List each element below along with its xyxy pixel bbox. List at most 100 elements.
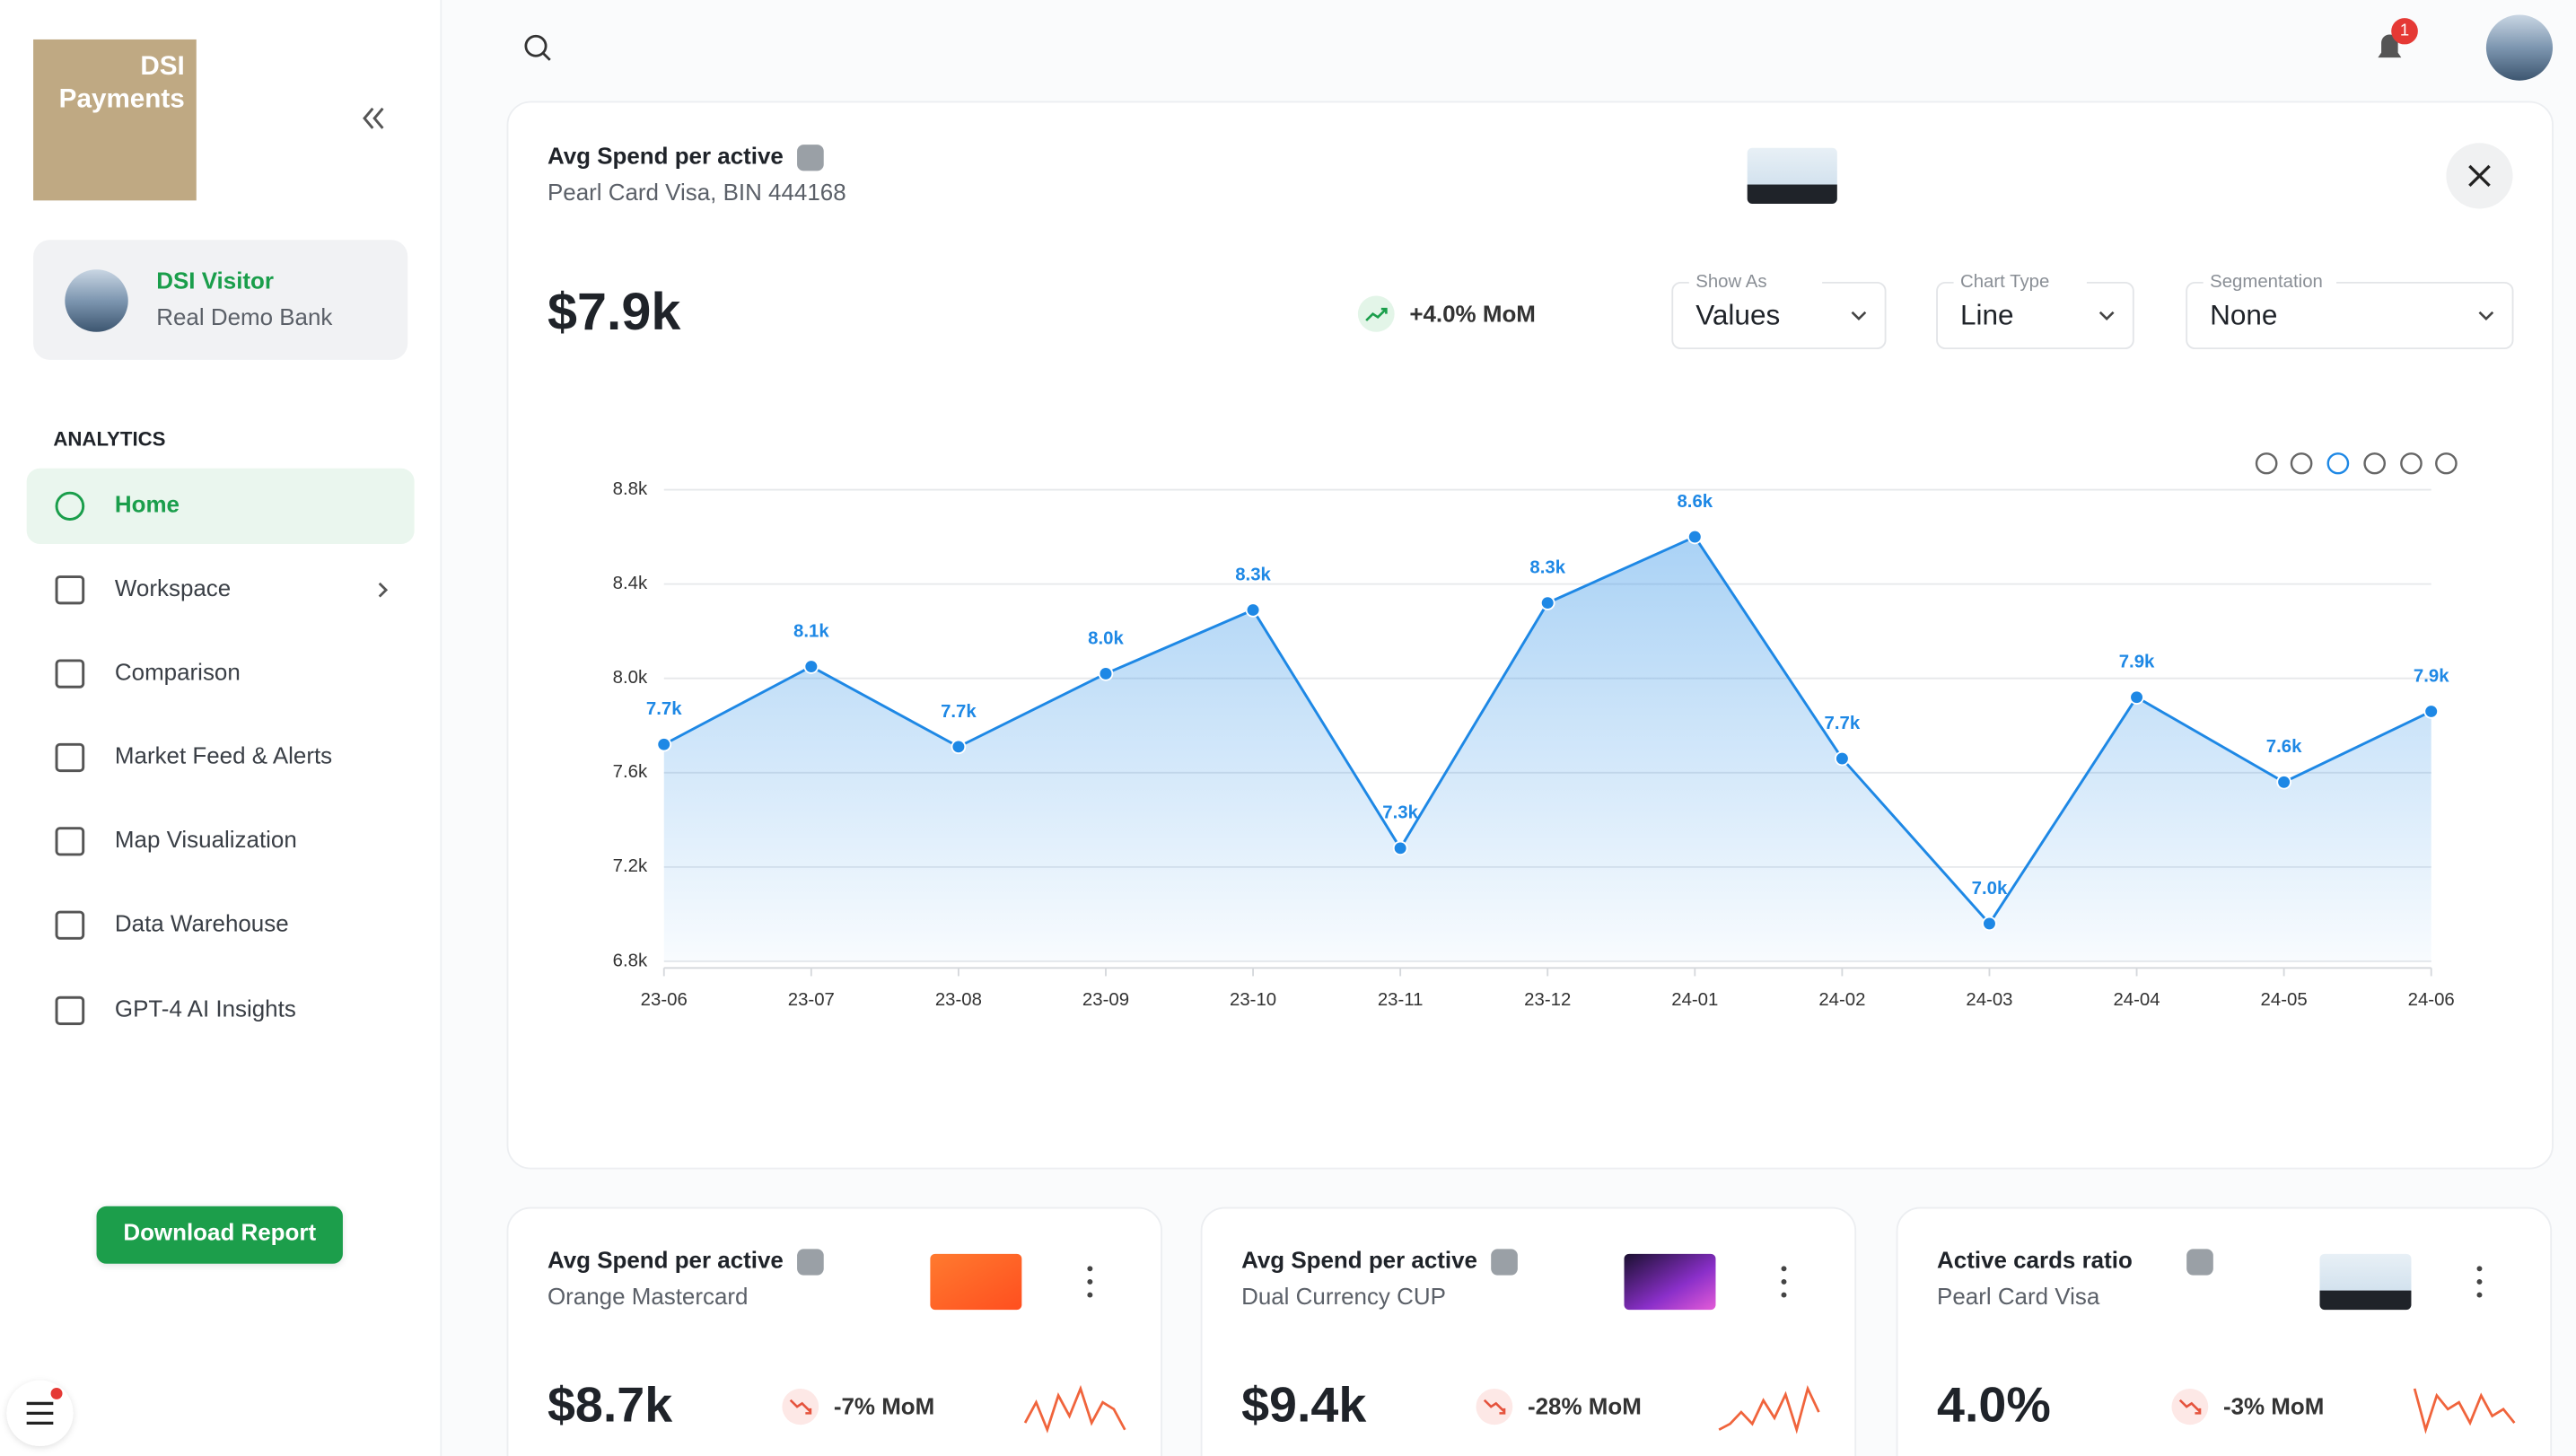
- kpi-value: $8.7k: [548, 1377, 672, 1433]
- search-icon[interactable]: [524, 34, 548, 57]
- y-tick-label: 8.4k: [613, 574, 648, 593]
- y-tick-label: 7.2k: [613, 856, 648, 876]
- x-tick-label: 23-10: [1230, 990, 1276, 1010]
- dropdown-chevron: [2478, 311, 2494, 320]
- data-label: 8.3k: [1235, 566, 1271, 585]
- trend-up-icon: [1357, 295, 1395, 332]
- data-label: 7.9k: [2119, 653, 2155, 672]
- kpi-value: $7.9k: [548, 283, 681, 341]
- user-avatar: [65, 269, 128, 332]
- kpi-value: 4.0%: [1937, 1377, 2051, 1433]
- user-card: [33, 240, 408, 360]
- data-label: 7.9k: [2414, 666, 2449, 686]
- download-button[interactable]: [96, 1206, 343, 1264]
- nav-item[interactable]: Map Visualization: [115, 828, 297, 853]
- nav-item[interactable]: Comparison: [115, 660, 241, 685]
- dropdown-label: Chart Type: [1960, 272, 2049, 292]
- data-label: 7.3k: [1382, 803, 1418, 823]
- brand-logo: [33, 39, 197, 201]
- chart-toolbar-button[interactable]: [2290, 452, 2313, 475]
- data-point: [2129, 689, 2144, 705]
- nav-icon: [55, 491, 85, 521]
- dropdown[interactable]: [2186, 281, 2514, 350]
- x-tick-label: 24-02: [1818, 990, 1865, 1010]
- trend-down-arrow: [789, 1399, 812, 1415]
- data-point: [2423, 704, 2440, 719]
- chart-toolbar-button[interactable]: [2255, 452, 2278, 475]
- trend-up-arrow: [1365, 307, 1388, 321]
- collapse-button[interactable]: [363, 107, 384, 129]
- menu-dot: [1087, 1292, 1093, 1298]
- x-tick-label: 23-09: [1082, 990, 1129, 1010]
- card-subtitle: Orange Mastercard: [548, 1285, 749, 1310]
- data-point: [656, 737, 672, 752]
- data-point: [1245, 602, 1261, 618]
- user-bank: Real Demo Bank: [156, 305, 332, 330]
- data-point: [1539, 595, 1555, 610]
- x-tick-label: 23-06: [641, 990, 688, 1010]
- data-point: [1392, 840, 1408, 856]
- sparkline: [2413, 1388, 2516, 1434]
- chart-toolbar-button[interactable]: [2400, 452, 2423, 475]
- nav-item[interactable]: Market Feed & Alerts: [115, 744, 332, 769]
- dropdown-label-bg: [2203, 272, 2337, 293]
- trend-down-icon: [782, 1388, 819, 1425]
- dropdown-value: None: [2210, 300, 2277, 331]
- nav-item[interactable]: Home: [115, 493, 180, 518]
- nav-item[interactable]: Workspace: [115, 576, 231, 601]
- info-icon: [1491, 1249, 1518, 1276]
- menu-dot: [1781, 1292, 1787, 1298]
- dropdown-label: Show As: [1695, 272, 1766, 292]
- card-subtitle: Dual Currency CUP: [1241, 1285, 1446, 1310]
- chart-toolbar-button[interactable]: [2326, 452, 2350, 475]
- notification-count: 1: [2400, 21, 2409, 39]
- x-tick-label: 24-04: [2113, 990, 2160, 1010]
- settings-dot: [50, 1388, 63, 1399]
- download-button-label[interactable]: Download Report: [123, 1221, 316, 1246]
- chart-toolbar-button[interactable]: [2363, 452, 2386, 475]
- section-heading: ANALYTICS: [53, 428, 165, 451]
- y-tick-label: 8.0k: [613, 668, 648, 688]
- x-tick-label: 24-05: [2261, 990, 2308, 1010]
- profile-avatar[interactable]: [2485, 14, 2554, 81]
- data-point: [2276, 775, 2291, 790]
- y-tick-label: 6.8k: [613, 951, 648, 970]
- data-point: [951, 739, 967, 755]
- notification-badge: [2391, 18, 2418, 45]
- data-label: 7.7k: [941, 702, 977, 722]
- chart-toolbar-button[interactable]: [2435, 452, 2458, 475]
- card-image: [1624, 1253, 1716, 1311]
- user-name: DSI Visitor: [156, 269, 274, 294]
- kpi-value: $9.4k: [1241, 1377, 1366, 1433]
- dropdown-label-bg: [1953, 272, 2087, 293]
- card-subtitle: Pearl Card Visa, BIN 444168: [548, 180, 846, 206]
- nav-icon: [55, 996, 85, 1025]
- x-tick-label: 23-11: [1378, 990, 1424, 1010]
- menu-dot: [2476, 1292, 2483, 1298]
- menu-dot: [1087, 1266, 1093, 1272]
- x-tick-label: 24-03: [1966, 990, 2012, 1010]
- kpi-change: -28% MoM: [1528, 1395, 1642, 1420]
- nav-item[interactable]: Data Warehouse: [115, 912, 289, 937]
- info-icon: [797, 145, 824, 171]
- trend-down-icon: [1476, 1388, 1513, 1425]
- data-point: [1835, 750, 1850, 767]
- area: [663, 537, 2431, 961]
- data-point: [803, 659, 819, 674]
- nav-icon: [55, 575, 85, 605]
- card-subtitle: Pearl Card Visa: [1937, 1285, 2100, 1310]
- y-tick-label: 8.8k: [613, 479, 648, 499]
- sparkline: [1718, 1384, 1820, 1434]
- card-image: [1747, 147, 1837, 205]
- nav-item[interactable]: GPT-4 AI Insights: [115, 997, 296, 1022]
- dropdown-chevron: [1851, 311, 1867, 320]
- kpi-change: +4.0% MoM: [1409, 302, 1536, 327]
- y-tick-label: 7.6k: [613, 762, 648, 782]
- nav-active-bg: [26, 468, 415, 544]
- info-icon: [2186, 1249, 2213, 1276]
- dropdown-label-bg: [1688, 272, 1823, 293]
- data-label: 8.3k: [1529, 558, 1565, 578]
- info-icon: [797, 1249, 824, 1276]
